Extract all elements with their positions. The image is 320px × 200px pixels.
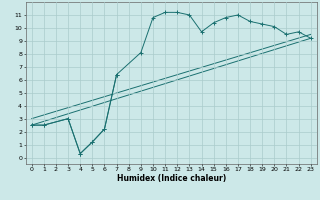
X-axis label: Humidex (Indice chaleur): Humidex (Indice chaleur) [116,174,226,183]
